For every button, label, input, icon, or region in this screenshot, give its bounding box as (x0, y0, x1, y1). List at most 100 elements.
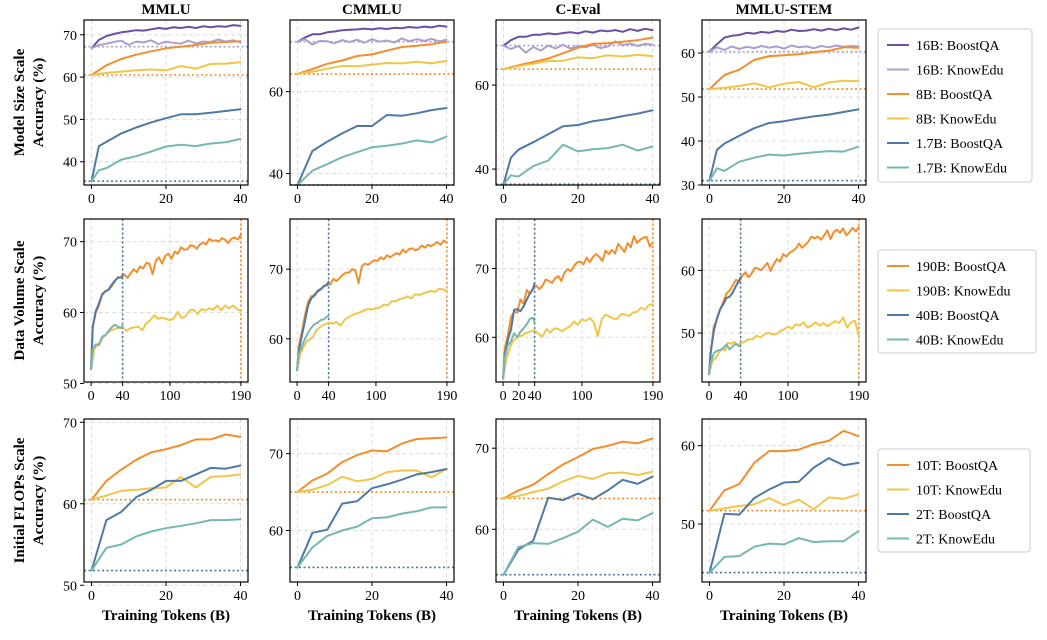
legend-entry: 40B: KnowEdu (887, 334, 1004, 349)
x-tick-label: 0 (294, 192, 301, 207)
legend-frame (877, 249, 1037, 354)
series-line-10t-knowedu (90, 473, 242, 501)
y-axis-label: Initial FLOPs Scale (12, 437, 28, 563)
legend-entry: 2T: KnowEdu (887, 533, 995, 548)
x-tick-label: 0 (88, 192, 95, 207)
y-tick-label: 70 (63, 416, 77, 431)
x-tick-label: 40 (852, 589, 866, 604)
y-tick-label: 60 (269, 86, 283, 101)
series-line-190b-boostqa (90, 233, 242, 371)
legend-frame (877, 448, 1031, 553)
series-line-1-7b-knowedu (90, 137, 242, 183)
series-line-40b-boostqa (90, 274, 124, 371)
legend-label: 10T: BoostQA (916, 459, 999, 474)
subplot-r1-c1: 0 40 100 190 60 70 (269, 218, 457, 404)
y-tick-label: 60 (681, 440, 695, 455)
legend-label: 1.7B: KnowEdu (916, 162, 1007, 177)
series-line-8b-boostqa (708, 46, 860, 91)
x-tick-label: 20 (365, 589, 379, 604)
x-tick-label: 0 (500, 589, 507, 604)
x-tick-label: 20 (159, 192, 173, 207)
legend-label: 40B: KnowEdu (916, 334, 1004, 349)
legend-entry: 1.7B: BoostQA (887, 137, 1004, 152)
y-tick-label: 60 (475, 331, 489, 346)
x-tick-label: 40 (440, 589, 454, 604)
series-line-2t-knowedu (296, 506, 448, 569)
subplot-r0-c0: 0 20 40 40 50 60 70 MMLU (63, 2, 249, 207)
x-tick-label: 0 (294, 589, 301, 604)
series-line-1-7b-boostqa (296, 107, 448, 186)
series-line-8b-boostqa (90, 40, 242, 76)
series-line-1-7b-knowedu (708, 145, 860, 182)
subplot-r0-c2: 0 20 40 40 60 C-Eval (475, 2, 661, 207)
y-axis-label: Data Volume Scale (12, 240, 28, 360)
y-tick-label: 40 (269, 168, 283, 183)
legend-entry: 8B: KnowEdu (887, 113, 997, 128)
series-line-8b-boostqa (502, 36, 654, 71)
legend-1: 16B: BoostQA 16B: KnowEdu 8B: BoostQA 8B: K… (877, 28, 1033, 183)
x-tick-label: 0 (500, 389, 507, 404)
series-line-40b-knowedu (296, 314, 330, 372)
series-line-10t-boostqa (502, 437, 654, 500)
series-line-8b-boostqa (296, 40, 448, 75)
y-tick-label: 50 (63, 579, 77, 594)
legend-label: 2T: BoostQA (916, 508, 992, 523)
x-tick-label: 20 (777, 192, 791, 207)
x-axis-label: Training Tokens (B) (720, 608, 848, 624)
series-line-40b-boostqa (296, 280, 330, 372)
y-tick-label: 60 (475, 79, 489, 94)
series-line-10t-knowedu (708, 493, 860, 512)
plot-frame (289, 218, 455, 383)
y-tick-label: 50 (63, 113, 77, 128)
series-line-16b-boostqa (708, 26, 860, 53)
legend-entry: 2T: BoostQA (887, 508, 992, 523)
subplot-r1-c3: 0 40 100 190 50 60 (681, 218, 869, 404)
x-tick-label: 20 (159, 589, 173, 604)
x-tick-label: 0 (500, 192, 507, 207)
series-line-190b-boostqa (708, 226, 860, 375)
y-tick-label: 70 (63, 29, 77, 44)
series-line-16b-knowedu (502, 40, 654, 54)
legend-entry: 16B: BoostQA (887, 39, 1001, 54)
series-line-8b-knowedu (90, 61, 242, 76)
plot-frame (701, 218, 867, 383)
subplot-title: MMLU-STEM (736, 2, 833, 18)
x-tick-label: 40 (116, 389, 130, 404)
series-line-40b-boostqa (708, 276, 742, 375)
y-tick-label: 40 (681, 135, 695, 150)
legend-entry: 8B: BoostQA (887, 88, 994, 103)
x-tick-label: 190 (848, 389, 869, 404)
x-tick-label: 20 (512, 389, 526, 404)
x-axis-label: Training Tokens (B) (102, 608, 230, 624)
series-line-8b-knowedu (502, 53, 654, 71)
series-line-8b-knowedu (296, 59, 448, 75)
subplot-r2-c1: 0 20 40 60 70 Training Tokens (B) (269, 418, 455, 624)
x-tick-label: 40 (234, 589, 248, 604)
y-tick-label: 40 (475, 163, 489, 178)
x-tick-label: 40 (646, 589, 660, 604)
y-axis-label: Accuracy (%) (31, 256, 47, 346)
series-line-40b-knowedu (502, 317, 536, 380)
x-tick-label: 40 (234, 192, 248, 207)
series-line-10t-boostqa (296, 436, 448, 493)
x-tick-label: 40 (440, 192, 454, 207)
series-line-16b-boostqa (90, 24, 242, 50)
y-axis-label: Model Size Scale (12, 48, 28, 156)
y-axis-label: Accuracy (%) (31, 58, 47, 148)
series-line-16b-knowedu (296, 37, 448, 46)
legend-label: 16B: KnowEdu (916, 64, 1004, 79)
x-tick-label: 190 (436, 389, 457, 404)
plot-frame (495, 218, 661, 383)
x-tick-label: 0 (88, 589, 95, 604)
y-tick-label: 60 (63, 498, 77, 513)
y-tick-label: 60 (681, 264, 695, 279)
legend-label: 2T: KnowEdu (916, 533, 995, 548)
series-line-190b-knowedu (708, 316, 860, 375)
x-tick-label: 0 (294, 389, 301, 404)
x-tick-label: 40 (528, 389, 542, 404)
legend-entry: 40B: BoostQA (887, 309, 1001, 324)
y-tick-label: 40 (63, 156, 77, 171)
subplot-r2-c3: 0 20 40 50 60 Training Tokens (B) (681, 418, 867, 624)
x-tick-label: 0 (706, 589, 713, 604)
x-tick-label: 0 (706, 192, 713, 207)
